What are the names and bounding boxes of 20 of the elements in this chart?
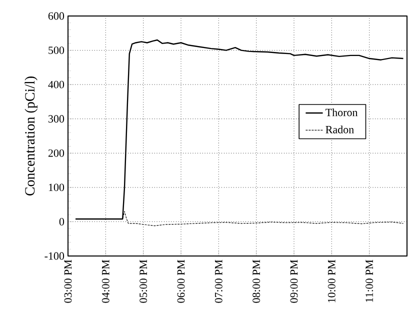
y-tick-label: -100 [44,252,64,260]
x-tick-label: 06:00 PM [177,260,185,303]
x-tick-label: 05:00 PM [140,260,148,303]
legend-label: Thoron [326,108,358,116]
y-tick-label: 100 [48,184,64,192]
x-tick-label: 11:00 PM [366,260,374,302]
y-tick-label: 200 [48,149,64,157]
x-tick-label: 10:00 PM [328,260,336,302]
x-tick-label: 08:00 PM [252,260,260,303]
y-tick-label: 500 [48,46,64,54]
x-tick-label: 09:00 PM [290,260,298,303]
y-tick-label: 300 [48,115,64,123]
x-tick-label: 07:00 PM [214,260,222,303]
x-tick-label: 03:00 PM [64,260,72,303]
legend-label: Radon [326,126,354,134]
y-tick-label: 400 [48,80,64,88]
y-tick-label: 600 [48,12,64,20]
x-tick-label: 04:00 PM [102,260,110,303]
y-tick-label: 0 [59,218,64,226]
y-axis-title: Concentration (pCi/l) [24,76,38,196]
